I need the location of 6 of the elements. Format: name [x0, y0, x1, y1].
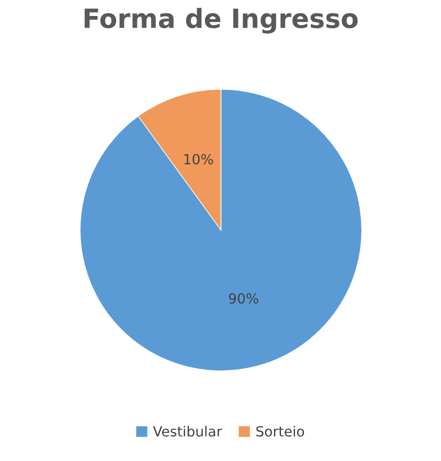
pie-slice: [80, 88, 362, 372]
legend-label: Vestibular: [152, 426, 222, 437]
data-label: 90%: [229, 293, 258, 304]
chart-title: Forma de Ingresso: [84, 8, 358, 34]
legend-label: Sorteio: [256, 426, 304, 437]
data-label: 10%: [184, 154, 213, 164]
